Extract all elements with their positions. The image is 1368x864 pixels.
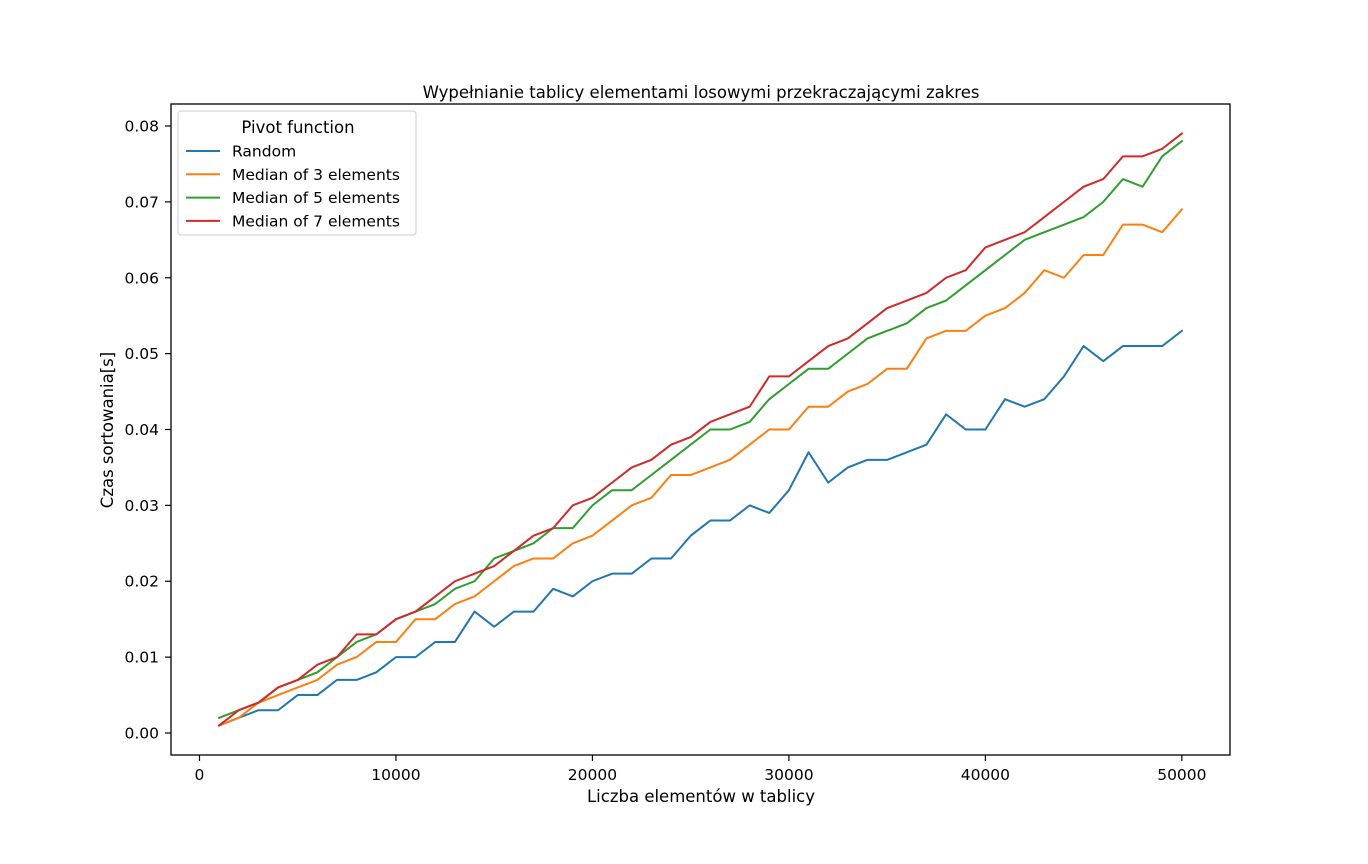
y-tick-label: 0.03 — [124, 497, 159, 515]
y-axis-label: Czas sortowania[s] — [98, 352, 117, 508]
x-axis-label: Liczba elementów w tablicy — [587, 787, 815, 806]
y-axis-ticks: 0.00 0.01 0.02 0.03 0.04 0.05 0.06 0.07 0.08 — [124, 118, 171, 742]
x-tick-label: 0 — [195, 766, 205, 784]
y-tick-label: 0.04 — [124, 421, 159, 439]
legend: Pivot function Random Median of 3 element… — [177, 110, 417, 236]
x-tick-label: 20000 — [568, 766, 617, 784]
chart-title: Wypełnianie tablicy elementami losowymi … — [423, 83, 980, 102]
y-tick-label: 0.02 — [124, 573, 159, 591]
x-tick-label: 50000 — [1157, 766, 1206, 784]
y-tick-label: 0.05 — [124, 345, 159, 363]
series-layer — [217, 132, 1184, 727]
y-tick-label: 0.06 — [124, 269, 159, 287]
series-line-4 — [217, 132, 1184, 727]
plot-area-frame — [170, 103, 1231, 756]
y-tick-label: 0.07 — [124, 193, 159, 211]
legend-box — [177, 110, 417, 236]
x-axis-ticks: 0 10000 20000 30000 40000 50000 — [195, 755, 1207, 784]
x-tick-label: 30000 — [764, 766, 813, 784]
legend-label: Random — [232, 143, 296, 161]
y-tick-label: 0.00 — [124, 724, 159, 742]
series-line-1 — [217, 329, 1184, 727]
legend-label: Median of 7 elements — [232, 212, 400, 230]
x-tick-label: 40000 — [961, 766, 1010, 784]
series-line-2 — [217, 208, 1184, 727]
legend-label: Median of 3 elements — [232, 166, 400, 184]
legend-label: Median of 5 elements — [232, 189, 400, 207]
legend-entries: Random Median of 3 elements Median of 5 el… — [186, 143, 400, 230]
x-tick-label: 10000 — [371, 766, 420, 784]
legend-title: Pivot function — [241, 118, 354, 137]
y-tick-label: 0.08 — [124, 118, 159, 136]
y-tick-label: 0.01 — [124, 649, 159, 667]
